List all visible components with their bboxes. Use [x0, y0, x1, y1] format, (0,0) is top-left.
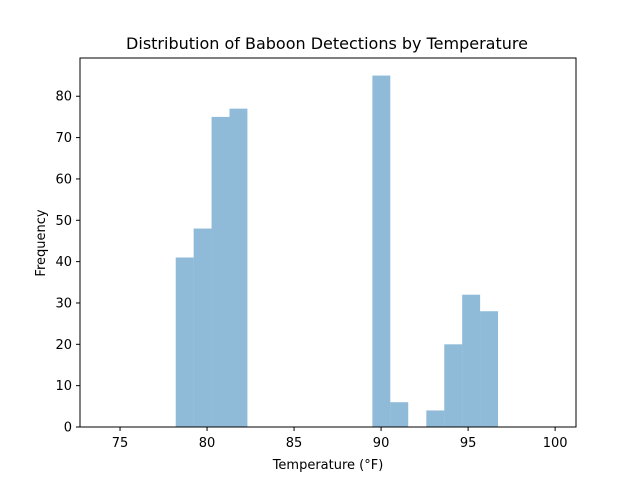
y-tick-label: 30 — [55, 296, 72, 311]
y-tick-label: 80 — [55, 90, 72, 105]
x-tick-label: 80 — [199, 436, 216, 451]
histogram-bar-8 — [462, 294, 481, 427]
histogram-bar-0 — [175, 257, 194, 427]
x-tick-label: 75 — [112, 436, 129, 451]
y-tick-label: 40 — [55, 255, 72, 270]
y-axis-ticks: 0 10 20 30 40 50 60 70 80 — [55, 90, 80, 436]
histogram-bar-7 — [444, 344, 463, 427]
x-tick-label: 95 — [460, 436, 477, 451]
y-tick-label: 0 — [64, 421, 72, 436]
x-tick-label: 85 — [286, 436, 303, 451]
x-axis-label: Temperature (°F) — [272, 458, 384, 473]
histogram-bar-2 — [211, 116, 230, 428]
plot-frame — [79, 57, 577, 428]
x-tick-label: 100 — [543, 436, 568, 451]
y-tick-label: 10 — [55, 379, 72, 394]
histogram-bar-9 — [480, 311, 499, 427]
histogram-bar-5 — [390, 402, 409, 427]
y-tick-label: 20 — [55, 338, 72, 353]
histogram-bar-4 — [372, 75, 391, 428]
bars-group — [175, 75, 499, 428]
x-axis-ticks: 75 80 85 90 95 100 — [112, 427, 568, 451]
y-tick-label: 60 — [55, 172, 72, 187]
histogram-bar-3 — [229, 108, 248, 427]
histogram-bar-1 — [193, 228, 212, 427]
chart-title: Distribution of Baboon Detections by Tem… — [126, 34, 528, 53]
y-axis-label: Frequency — [34, 209, 49, 276]
y-tick-label: 50 — [55, 214, 72, 229]
x-tick-label: 90 — [373, 436, 390, 451]
histogram-bar-6 — [426, 410, 445, 427]
y-tick-label: 70 — [55, 131, 72, 146]
